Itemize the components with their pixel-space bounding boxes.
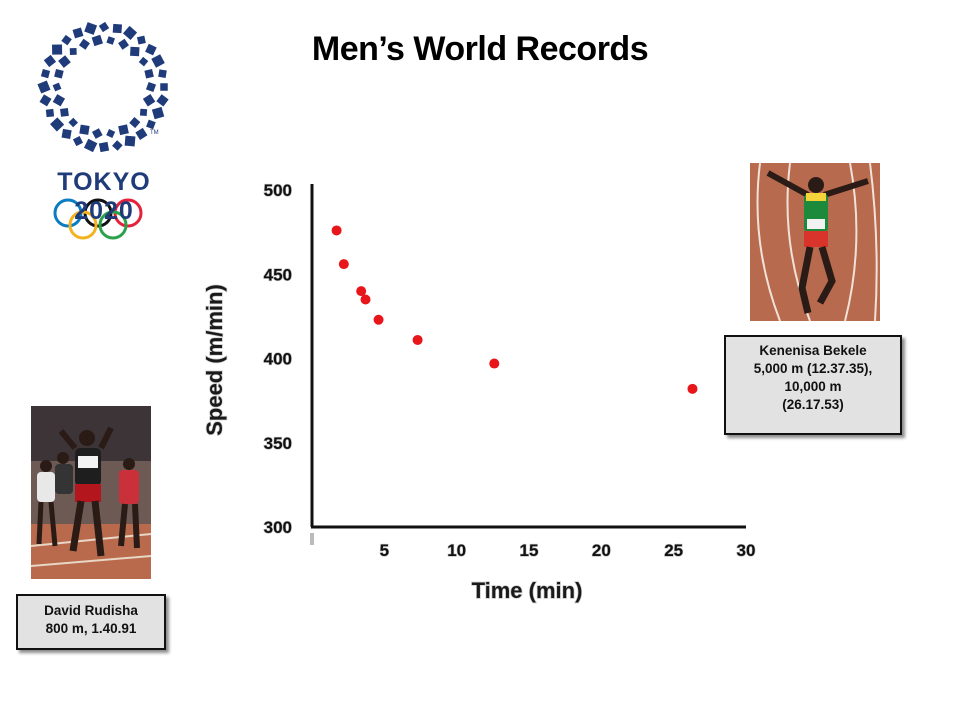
y-tick-label: 300	[264, 518, 292, 537]
emblem-square	[106, 36, 115, 45]
emblem-square	[54, 68, 64, 79]
data-point	[338, 259, 349, 270]
emblem-square	[68, 117, 78, 128]
emblem-square	[106, 129, 116, 139]
emblem-square	[122, 25, 138, 40]
emblem-square	[158, 69, 167, 78]
emblem-square	[138, 56, 149, 67]
emblem-square	[52, 82, 62, 92]
emblem-square	[139, 108, 148, 117]
x-axis-origin-mark	[310, 533, 314, 545]
rudisha-record-box: David Rudisha 800 m, 1.40.91	[16, 594, 166, 650]
emblem-square	[118, 124, 129, 136]
emblem-square	[91, 34, 103, 47]
emblem-square	[98, 141, 110, 153]
data-point	[412, 334, 423, 345]
data-point	[360, 294, 371, 305]
data-point	[331, 225, 342, 236]
emblem-square	[145, 81, 157, 93]
rudisha-record-800: 800 m, 1.40.91	[45, 621, 137, 636]
emblem-square	[98, 21, 110, 33]
data-point	[356, 286, 367, 297]
emblem-square	[112, 23, 123, 34]
emblem-square	[61, 128, 72, 139]
emblem-square	[45, 108, 55, 118]
bekele-record-5000: 5,000 m (12.37.35),	[753, 361, 873, 376]
emblem-square	[40, 69, 51, 79]
emblem-square	[142, 94, 156, 107]
bekele-record-10000-time: (26.17.53)	[782, 397, 844, 412]
emblem-square	[52, 94, 66, 107]
y-tick-label: 500	[264, 181, 292, 200]
y-tick-label: 450	[264, 265, 292, 284]
data-point	[687, 383, 698, 394]
y-tick-label: 400	[264, 350, 292, 369]
y-axis-title: Speed (m/min)	[202, 284, 227, 436]
emblem-square	[60, 108, 69, 117]
emblem-square	[136, 35, 146, 45]
emblem-square	[83, 138, 98, 153]
emblem-square	[124, 135, 136, 147]
emblem-square	[129, 116, 141, 129]
emblem-square	[69, 47, 77, 55]
emblem-square	[52, 44, 63, 55]
x-tick-label: 30	[737, 541, 756, 560]
x-axis-title: Time (min)	[472, 578, 583, 603]
emblem-square	[79, 124, 90, 135]
logo-text: TOKYO 2020	[57, 168, 151, 225]
emblem-square	[91, 128, 103, 139]
emblem-square	[130, 46, 140, 57]
rudisha-name: David Rudisha	[44, 603, 138, 618]
olympic-rings-icon	[53, 198, 143, 240]
bekele-record-box: Kenenisa Bekele 5,000 m (12.37.35), 10,0…	[724, 335, 902, 435]
emblem-square	[145, 43, 157, 56]
data-point	[373, 314, 384, 325]
emblem-square	[61, 34, 72, 46]
emblem-square	[112, 140, 123, 151]
y-tick-label: 350	[264, 434, 292, 453]
bekele-name: Kenenisa Bekele	[759, 343, 867, 358]
x-tick-label: 10	[447, 541, 466, 560]
emblem-square	[144, 69, 154, 79]
rudisha-photo	[31, 406, 151, 579]
emblem-square	[151, 106, 165, 120]
tokyo-2020-logo: TM TOKYO 2020	[24, 10, 184, 250]
emblem-square	[58, 55, 71, 68]
x-tick-label: 5	[380, 541, 389, 560]
emblem-square	[118, 38, 129, 50]
data-point	[489, 358, 500, 369]
emblem-square	[146, 119, 156, 130]
emblem-square	[43, 54, 57, 68]
trademark-text: TM	[150, 130, 159, 136]
emblem-square	[37, 80, 51, 94]
emblem-square	[72, 136, 84, 147]
page-title: Men’s World Records	[311, 30, 649, 68]
emblem-square	[156, 94, 169, 107]
emblem-icon: TM	[37, 21, 169, 240]
x-tick-label: 15	[520, 541, 539, 560]
emblem-square	[50, 117, 65, 132]
bekele-photo	[750, 163, 880, 321]
emblem-square	[78, 38, 90, 50]
emblem-square	[160, 83, 168, 91]
emblem-square	[84, 22, 98, 35]
emblem-square	[135, 127, 148, 140]
x-tick-label: 25	[664, 541, 683, 560]
emblem-square	[72, 27, 84, 39]
bekele-record-10000-label: 10,000 m	[784, 379, 842, 394]
x-tick-label: 20	[592, 541, 611, 560]
emblem-square	[151, 54, 165, 68]
emblem-square	[39, 94, 52, 107]
